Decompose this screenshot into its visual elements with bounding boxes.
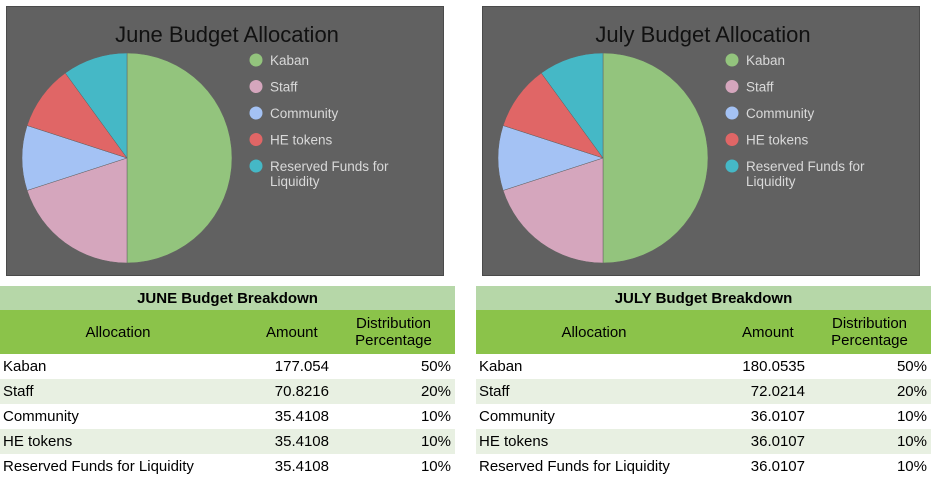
june-legend-label-staff: Staff (270, 80, 298, 95)
june-header-percentage: Distribution Percentage (332, 310, 455, 354)
june-legend-marker-community (249, 106, 263, 120)
row-amount: 35.4108 (236, 404, 332, 429)
row-amount: 36.0107 (712, 454, 808, 479)
table-row: Reserved Funds for Liquidity 35.4108 10% (0, 454, 455, 479)
june-header-pct-line1: Distribution (355, 315, 432, 332)
july-chart-title: July Budget Allocation (595, 22, 810, 47)
june-legend-marker-staff (249, 80, 263, 93)
row-name: Kaban (0, 354, 236, 379)
table-row: Reserved Funds for Liquidity 36.0107 10% (476, 454, 931, 479)
table-row: Community 35.4108 10% (0, 404, 455, 429)
table-row: Kaban 177.054 50% (0, 354, 455, 379)
row-amount: 35.4108 (236, 454, 332, 479)
row-name: Staff (0, 379, 236, 404)
july-pie-slice-reserved-funds-for-liquidity (540, 52, 604, 159)
june-pie-slice-staff (26, 157, 128, 264)
june-pie-slice-kaban (126, 52, 233, 264)
row-percentage: 10% (808, 404, 931, 429)
june-header-amount: Amount (236, 310, 332, 354)
row-percentage: 50% (332, 354, 455, 379)
july-budget-table: JULY Budget Breakdown Allocation Amount … (476, 286, 931, 479)
june-header-pct-line2: Percentage (355, 332, 432, 349)
table-row: Staff 70.8216 20% (0, 379, 455, 404)
july-legend-label-reserved-funds-for-liquidity: Reserved Funds for Liquidity (746, 159, 865, 189)
table-row: HE tokens 36.0107 10% (476, 429, 931, 454)
june-panel: June Budget Allocation Kaban Staff Communit… (0, 0, 456, 480)
july-header-amount: Amount (712, 310, 808, 354)
june-legend-label-reserved-funds-for-liquidity: Reserved Funds for Liquidity (270, 159, 389, 189)
july-table-title: JULY Budget Breakdown (476, 286, 931, 310)
table-row: Kaban 180.0535 50% (476, 354, 931, 379)
june-table-title: JUNE Budget Breakdown (0, 286, 455, 310)
row-percentage: 20% (808, 379, 931, 404)
july-header-percentage: Distribution Percentage (808, 310, 931, 354)
july-legend-label-staff: Staff (746, 80, 774, 95)
row-percentage: 20% (332, 379, 455, 404)
row-percentage: 50% (808, 354, 931, 379)
row-amount: 36.0107 (712, 404, 808, 429)
row-name: HE tokens (476, 429, 712, 454)
row-percentage: 10% (332, 404, 455, 429)
row-amount: 180.0535 (712, 354, 808, 379)
row-amount: 35.4108 (236, 429, 332, 454)
july-legend-marker-he-tokens (725, 133, 739, 146)
table-row: Community 36.0107 10% (476, 404, 931, 429)
row-name: Staff (476, 379, 712, 404)
june-chart-title: June Budget Allocation (115, 22, 339, 47)
row-amount: 70.8216 (236, 379, 332, 404)
july-panel: July Budget Allocation Kaban Staff Communit… (476, 0, 932, 480)
july-pie-chart: July Budget Allocation Kaban Staff Communit… (482, 6, 920, 276)
july-pie-slice-staff (502, 157, 604, 264)
july-legend-marker-kaban (725, 53, 739, 67)
june-pie-chart: June Budget Allocation Kaban Staff Communit… (6, 6, 444, 276)
june-legend-marker-reserved-funds-for-liquidity (249, 159, 263, 173)
july-legend-marker-staff (725, 80, 739, 93)
july-legend-label-kaban: Kaban (746, 53, 785, 68)
row-name: Community (476, 404, 712, 429)
row-percentage: 10% (808, 429, 931, 454)
table-row: HE tokens 35.4108 10% (0, 429, 455, 454)
july-legend-marker-community (725, 106, 739, 120)
july-pie-slice-kaban (602, 52, 709, 264)
row-percentage: 10% (332, 454, 455, 479)
june-legend-marker-he-tokens (249, 133, 263, 146)
june-legend-label-kaban: Kaban (270, 53, 309, 68)
row-amount: 36.0107 (712, 429, 808, 454)
june-budget-table: JUNE Budget Breakdown Allocation Amount … (0, 286, 455, 479)
july-legend-label-he-tokens: HE tokens (746, 133, 809, 148)
row-name: Kaban (476, 354, 712, 379)
july-legend-label-community: Community (746, 106, 815, 121)
june-legend-label-he-tokens: HE tokens (270, 133, 333, 148)
july-pie-svg: July Budget Allocation Kaban Staff Communit… (497, 22, 865, 264)
table-row: Staff 72.0214 20% (476, 379, 931, 404)
july-header-pct-line2: Percentage (831, 332, 908, 349)
july-header-allocation: Allocation (476, 310, 712, 354)
june-legend-label-community: Community (270, 106, 339, 121)
july-legend-marker-reserved-funds-for-liquidity (725, 159, 739, 173)
row-name: Reserved Funds for Liquidity (476, 454, 712, 479)
june-header-allocation: Allocation (0, 310, 236, 354)
row-amount: 177.054 (236, 354, 332, 379)
row-name: Community (0, 404, 236, 429)
row-name: HE tokens (0, 429, 236, 454)
row-percentage: 10% (332, 429, 455, 454)
row-amount: 72.0214 (712, 379, 808, 404)
june-pie-slice-reserved-funds-for-liquidity (64, 52, 128, 159)
june-pie-svg: June Budget Allocation Kaban Staff Communit… (21, 22, 389, 264)
june-legend-marker-kaban (249, 53, 263, 67)
july-header-pct-line1: Distribution (831, 315, 908, 332)
row-percentage: 10% (808, 454, 931, 479)
row-name: Reserved Funds for Liquidity (0, 454, 236, 479)
